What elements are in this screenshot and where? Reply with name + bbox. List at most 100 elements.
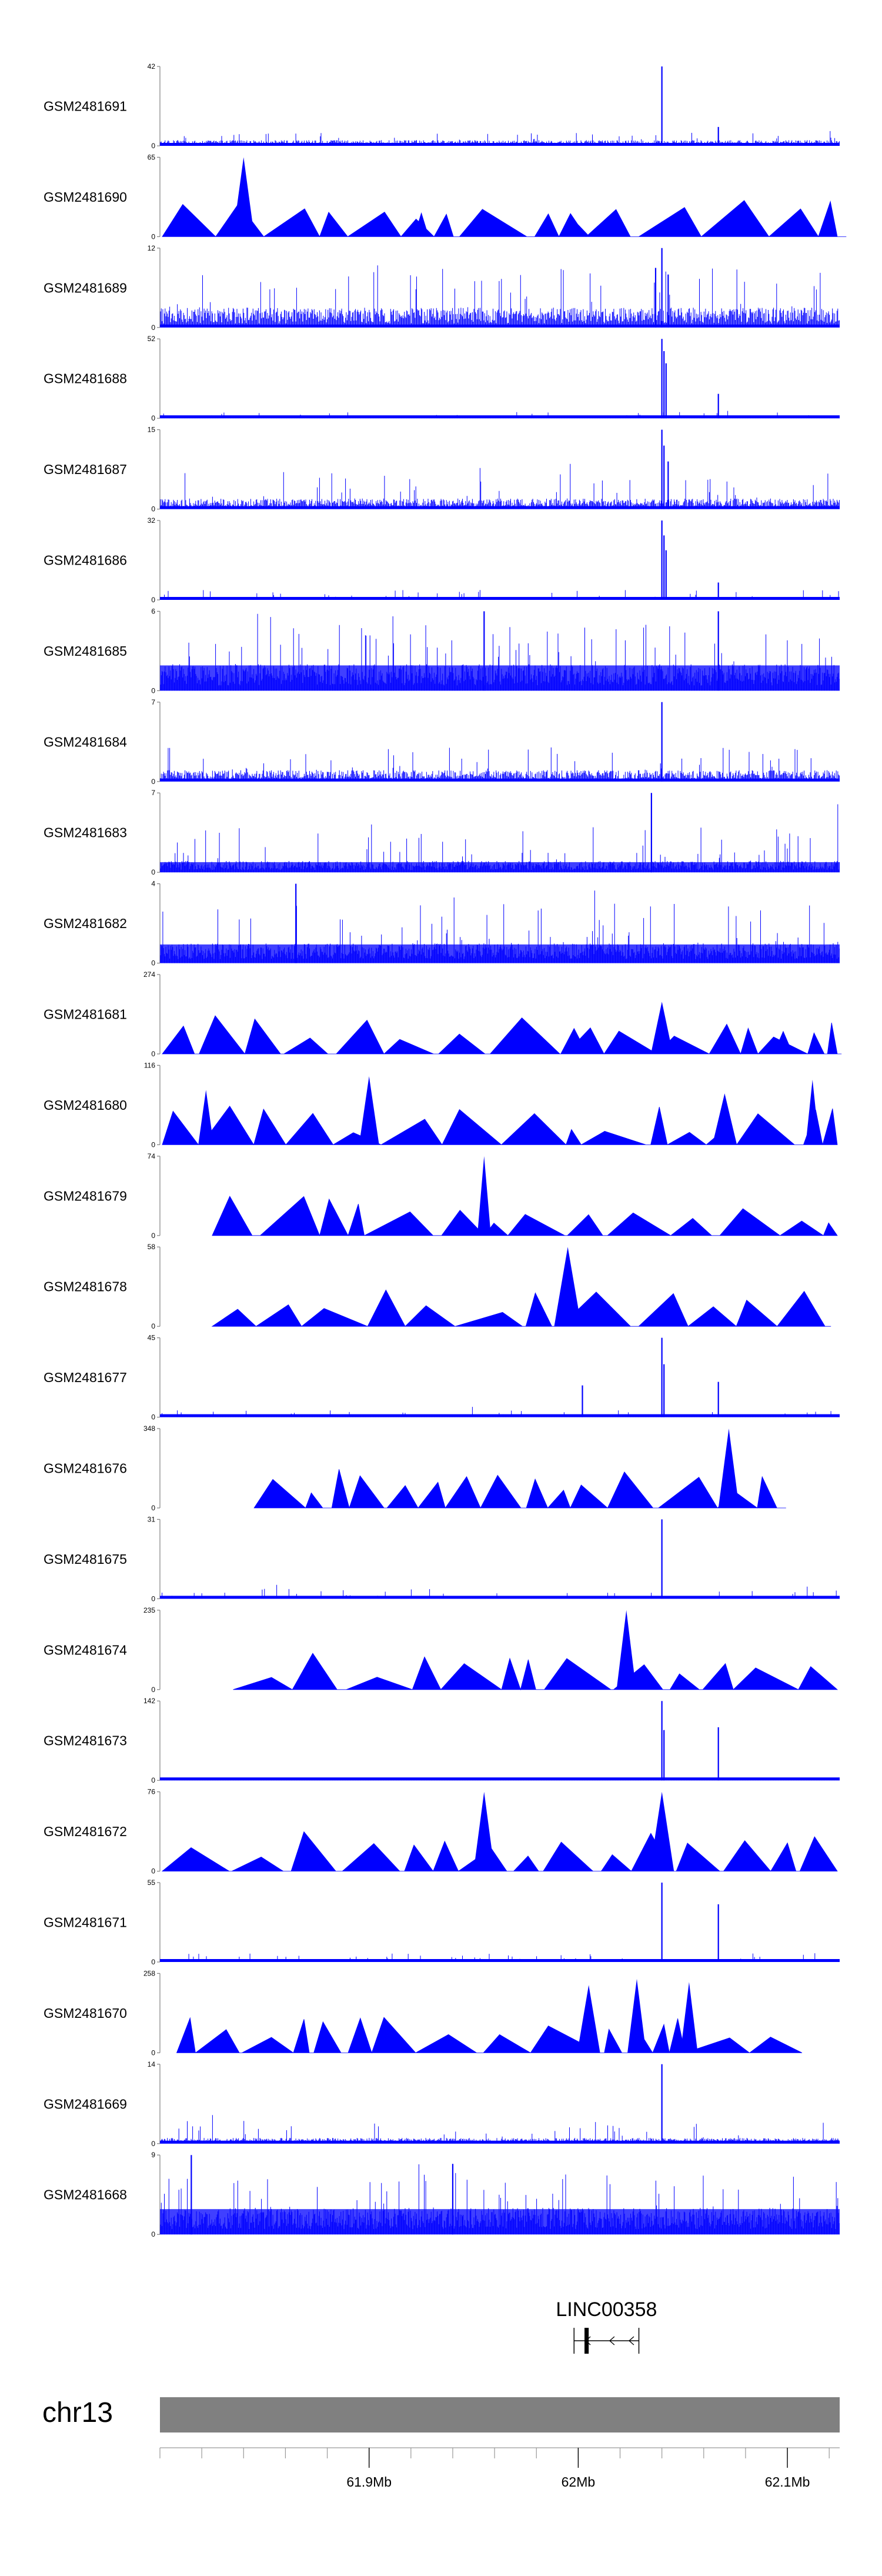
axis-tick-label: 62.1Mb bbox=[765, 2474, 810, 2490]
track-GSM2481672: GSM2481672 76 0 bbox=[44, 1788, 837, 1876]
y-min-label: 0 bbox=[151, 232, 155, 241]
signal-area bbox=[162, 201, 846, 237]
y-max-label: 32 bbox=[148, 516, 156, 525]
signal-GSM2481688 bbox=[160, 339, 840, 418]
track-label: GSM2481670 bbox=[44, 2006, 127, 2021]
signal-GSM2481681 bbox=[162, 1002, 841, 1054]
signal-GSM2481683 bbox=[160, 793, 840, 872]
track-GSM2481678: GSM2481678580 bbox=[44, 1243, 831, 1330]
signal-GSM2481690 bbox=[162, 157, 846, 236]
signal-GSM2481668 bbox=[160, 2155, 840, 2234]
peak bbox=[617, 1610, 636, 1690]
signal-bars bbox=[161, 265, 839, 328]
signal-baseline bbox=[160, 1959, 840, 1962]
track-label: GSM2481676 bbox=[44, 1461, 127, 1476]
signal-area bbox=[212, 1196, 837, 1236]
y-min-label: 0 bbox=[151, 323, 155, 332]
track-label: GSM2481685 bbox=[44, 643, 127, 659]
y-max-label: 4 bbox=[151, 880, 155, 888]
y-max-label: 55 bbox=[148, 1878, 156, 1887]
track-label: GSM2481684 bbox=[44, 734, 127, 749]
track-label: GSM2481668 bbox=[44, 2187, 127, 2203]
y-max-label: 31 bbox=[148, 1515, 156, 1523]
y-max-label: 7 bbox=[151, 789, 155, 797]
peak bbox=[627, 1979, 646, 2053]
signal-area bbox=[254, 1469, 786, 1508]
track-GSM2481685: GSM2481685 6 0 bbox=[44, 607, 840, 695]
track-GSM2481669: GSM2481669 14 0 bbox=[44, 2060, 840, 2148]
track-label: GSM2481672 bbox=[44, 1824, 127, 1839]
gene-label: LINC00358 bbox=[556, 2298, 657, 2321]
y-max-label: 258 bbox=[143, 1969, 155, 1977]
y-min-label: 0 bbox=[151, 1867, 155, 1876]
signal-GSM2481682 bbox=[160, 884, 840, 963]
signal-baseline bbox=[160, 325, 840, 328]
axis-tick-label: 62Mb bbox=[562, 2474, 596, 2490]
signal-GSM2481680 bbox=[162, 1076, 837, 1144]
signal-tracks: GSM2481691420GSM2481690650GSM2481689120G… bbox=[44, 62, 846, 2238]
y-max-label: 45 bbox=[148, 1334, 156, 1342]
y-min-label: 0 bbox=[151, 2048, 155, 2057]
signal-GSM2481671 bbox=[160, 1883, 840, 1962]
y-min-label: 0 bbox=[151, 1504, 155, 1512]
y-min-label: 0 bbox=[151, 1958, 155, 1966]
genome-axis: 61.9Mb 62Mb 62.1Mb bbox=[160, 2448, 840, 2490]
signal-area bbox=[162, 1106, 837, 1145]
signal-bars bbox=[161, 748, 839, 782]
chromosome-bar bbox=[160, 2397, 840, 2432]
peak bbox=[680, 1982, 697, 2053]
y-max-label: 7 bbox=[151, 698, 155, 706]
axis-tick-label: 61.9Mb bbox=[346, 2474, 392, 2490]
track-label: GSM2481677 bbox=[44, 1370, 127, 1385]
signal-area bbox=[162, 1831, 837, 1871]
peak bbox=[577, 1985, 600, 2053]
y-max-label: 15 bbox=[148, 426, 156, 434]
track-GSM2481680: GSM2481680 116 0 bbox=[44, 1061, 837, 1149]
track-GSM2481673: GSM24816731420 bbox=[44, 1697, 840, 1784]
track-GSM2481675: GSM2481675310 bbox=[44, 1515, 840, 1603]
signal-GSM2481689 bbox=[160, 248, 840, 328]
signal-GSM2481686 bbox=[160, 520, 840, 600]
y-min-label: 0 bbox=[151, 686, 155, 695]
signal-baseline bbox=[160, 415, 840, 418]
y-max-label: 116 bbox=[144, 1061, 155, 1069]
signal-GSM2481673 bbox=[160, 1701, 840, 1780]
track-label: GSM2481689 bbox=[44, 280, 127, 295]
track-label: GSM2481690 bbox=[44, 189, 127, 205]
track-label: GSM2481681 bbox=[44, 1007, 127, 1022]
track-label: GSM2481674 bbox=[44, 1642, 127, 1657]
signal-GSM2481669 bbox=[160, 2064, 840, 2144]
track-label: GSM2481682 bbox=[44, 916, 127, 931]
y-max-label: 12 bbox=[148, 244, 156, 252]
signal-baseline bbox=[160, 597, 840, 600]
track-GSM2481671: GSM2481671550 bbox=[44, 1878, 840, 1966]
chromosome-ideogram: chr13 bbox=[42, 2397, 840, 2432]
peak bbox=[477, 1156, 491, 1236]
signal-bars bbox=[161, 464, 839, 509]
signal-GSM2481677 bbox=[160, 1338, 840, 1417]
signal-GSM2481676 bbox=[254, 1429, 786, 1508]
signal-GSM2481670 bbox=[177, 1979, 803, 2053]
signal-bars bbox=[161, 2115, 839, 2144]
track-label: GSM2481688 bbox=[44, 371, 127, 386]
track-GSM2481690: GSM2481690 65 0 bbox=[44, 153, 846, 241]
signal-GSM2481679 bbox=[212, 1156, 837, 1236]
peak bbox=[233, 157, 255, 236]
track-label: GSM2481686 bbox=[44, 553, 127, 568]
signal-area bbox=[177, 2017, 803, 2053]
track-label: GSM2481675 bbox=[44, 1551, 127, 1567]
signal-area bbox=[233, 1653, 838, 1690]
track-label: GSM2481673 bbox=[44, 1733, 127, 1749]
y-max-label: 235 bbox=[143, 1606, 155, 1614]
track-GSM2481668: GSM2481668 9 0 bbox=[44, 2151, 840, 2238]
track-GSM2481681: GSM24816812740 bbox=[44, 970, 841, 1058]
signal-baseline bbox=[160, 945, 840, 963]
y-max-label: 74 bbox=[148, 1152, 156, 1160]
y-min-label: 0 bbox=[151, 1776, 155, 1784]
track-GSM2481688: GSM2481688 52 0 bbox=[44, 335, 840, 422]
track-label: GSM2481687 bbox=[44, 462, 127, 477]
track-GSM2481691: GSM2481691 42 0 bbox=[44, 62, 840, 150]
y-max-label: 274 bbox=[143, 970, 155, 979]
track-GSM2481683: GSM248168370 bbox=[44, 789, 840, 876]
signal-GSM2481674 bbox=[233, 1610, 838, 1690]
